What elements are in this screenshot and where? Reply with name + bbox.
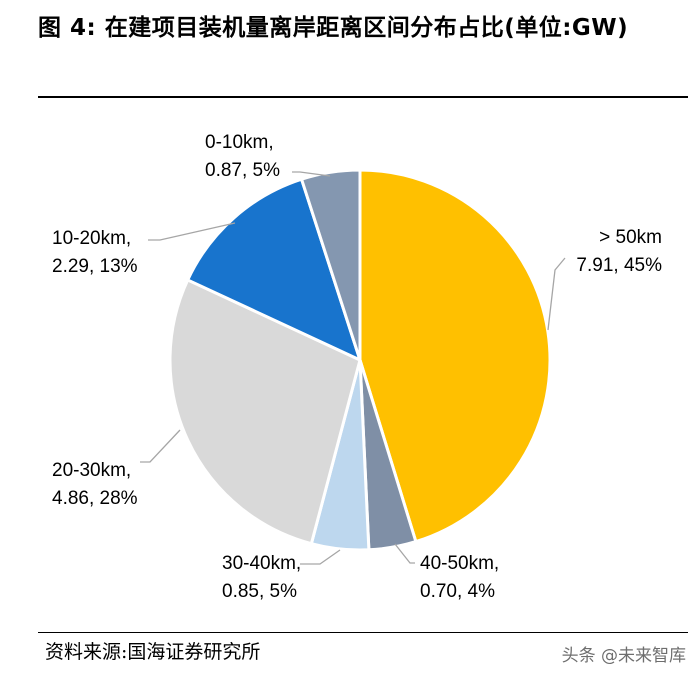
slice-label-category: 10-20km, (52, 228, 131, 249)
slice-label-category: 0-10km, (205, 132, 274, 153)
leader-lines (140, 171, 566, 565)
slice-labels: > 50km 7.91, 45% 40-50km, 0.70, 4% 30-40km, 0… (52, 132, 662, 602)
pie-slice-0-10km (300, 168, 362, 362)
pie-slice-50km (358, 168, 552, 544)
chart-title-box: 图 4: 在建项目装机量离岸距离区间分布占比(单位:GW) (38, 10, 688, 46)
leader-line (394, 543, 415, 564)
watermark: 头条 @未来智库 (561, 646, 686, 666)
slice-label-value: 0.85, 5% (222, 581, 297, 602)
pie-slices (168, 168, 552, 552)
leader-line (140, 429, 181, 463)
slice-label-category: 40-50km, (420, 553, 499, 574)
slice-label-category: > 50km (599, 227, 662, 248)
source-note: 资料来源:国海证券研究所 (45, 641, 261, 663)
slice-label-category: 20-30km, (52, 460, 131, 481)
leader-line (547, 257, 566, 331)
leader-line (148, 222, 236, 241)
slice-label-value: 0.87, 5% (205, 160, 280, 181)
slice-label-value: 2.29, 13% (52, 256, 138, 277)
slice-label-category: 30-40km, (222, 553, 301, 574)
slice-label-value: 4.86, 28% (52, 488, 138, 509)
leader-line (292, 171, 331, 177)
title-divider (38, 96, 688, 98)
chart-title: 图 4: 在建项目装机量离岸距离区间分布占比(单位:GW) (38, 15, 629, 41)
pie-slice-20-30km (168, 278, 362, 546)
slice-label-value: 0.70, 4% (420, 581, 495, 602)
slice-label-value: 7.91, 45% (576, 255, 662, 276)
leader-line (300, 549, 341, 565)
source-divider (38, 632, 688, 633)
